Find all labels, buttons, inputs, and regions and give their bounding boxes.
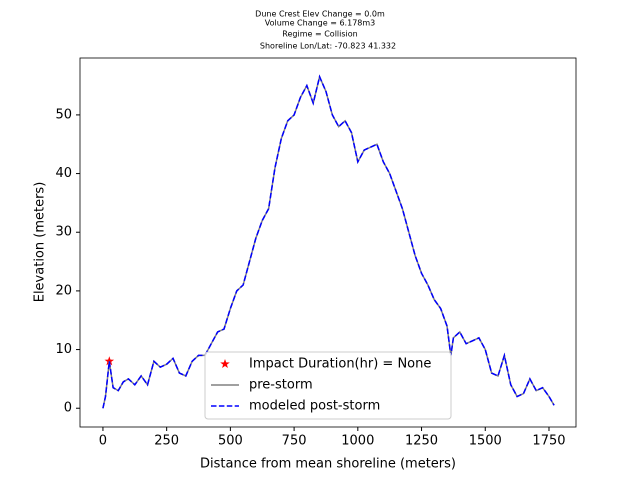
series-line xyxy=(102,74,555,409)
x-tick-label: 1500 xyxy=(469,434,502,449)
y-axis-label: Elevation (meters) xyxy=(33,182,48,303)
title-line: Volume Change = 6.178m3 xyxy=(265,19,376,28)
y-tick-label: 0 xyxy=(64,401,72,416)
legend-marker xyxy=(220,359,230,369)
legend-label: pre-storm xyxy=(249,378,313,393)
legend-label: modeled post-storm xyxy=(249,399,380,414)
x-tick-label: 1750 xyxy=(532,434,565,449)
x-tick-label: 750 xyxy=(282,434,307,449)
marker xyxy=(104,356,115,366)
y-tick-label: 10 xyxy=(55,342,72,357)
y-tick-label: 20 xyxy=(55,283,72,298)
legend-label: Impact Duration(hr) = None xyxy=(249,357,431,372)
x-axis-label: Distance from mean shoreline (meters) xyxy=(200,457,456,472)
x-tick-label: 1250 xyxy=(405,434,438,449)
x-tick-label: 1000 xyxy=(341,434,374,449)
y-tick-label: 30 xyxy=(55,225,72,240)
title-line: Shoreline Lon/Lat: -70.823 41.332 xyxy=(260,42,396,51)
legend-box xyxy=(204,351,452,420)
x-tick-label: 500 xyxy=(218,434,243,449)
plot-frame xyxy=(79,57,577,428)
title-line: Dune Crest Elev Change = 0.0m xyxy=(255,10,385,19)
title-line: Regime = Collision xyxy=(282,30,357,39)
y-tick-label: 50 xyxy=(55,107,72,122)
x-tick-label: 250 xyxy=(154,434,179,449)
y-tick-label: 40 xyxy=(55,166,72,181)
x-tick-label: 0 xyxy=(99,434,107,449)
